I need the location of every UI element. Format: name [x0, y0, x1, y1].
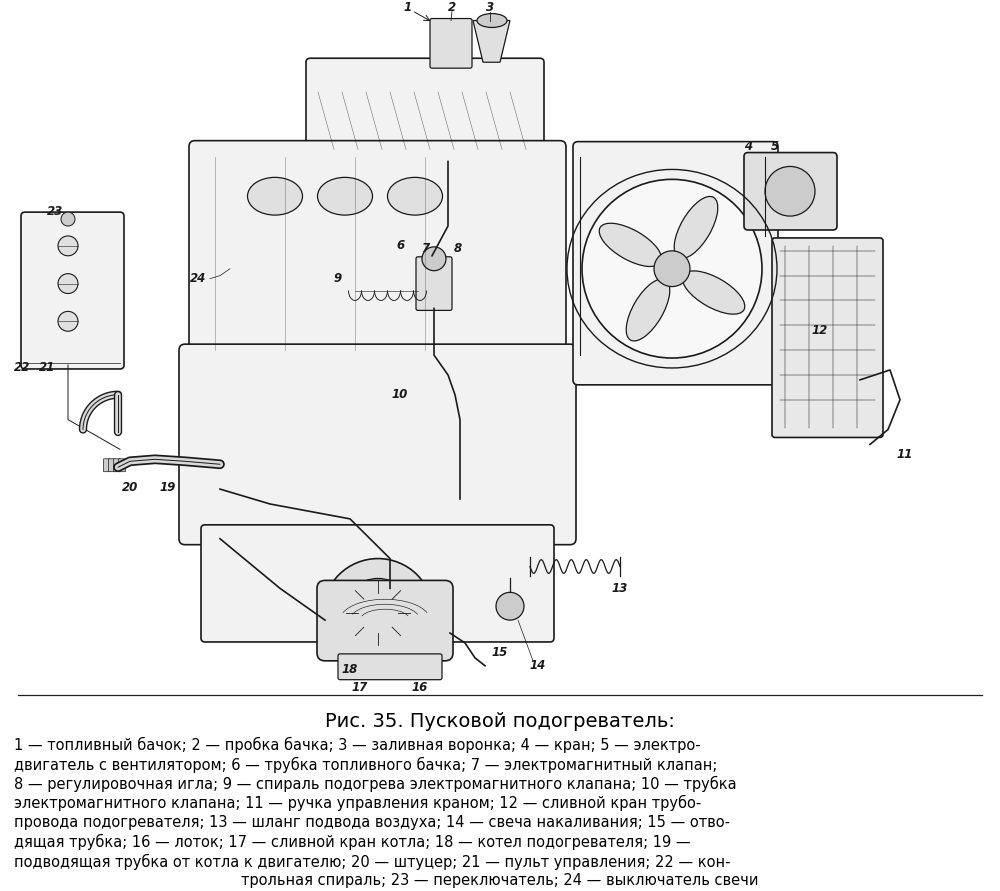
FancyBboxPatch shape [744, 152, 837, 230]
Text: 15: 15 [492, 646, 508, 659]
FancyBboxPatch shape [317, 580, 453, 661]
FancyBboxPatch shape [416, 257, 452, 310]
Text: двигатель с вентилятором; 6 — трубка топливного бачка; 7 — электромагнитный клап: двигатель с вентилятором; 6 — трубка топ… [14, 756, 717, 772]
Text: электромагнитного клапана; 11 — ручка управления краном; 12 — сливной кран трубо: электромагнитного клапана; 11 — ручка уп… [14, 796, 701, 812]
Text: 24: 24 [190, 272, 206, 285]
Text: 12: 12 [812, 323, 828, 337]
FancyBboxPatch shape [189, 141, 566, 366]
Ellipse shape [626, 279, 670, 341]
Text: 10: 10 [392, 388, 408, 401]
Text: 1: 1 [404, 1, 412, 14]
Ellipse shape [388, 177, 442, 215]
Text: 9: 9 [334, 272, 342, 285]
Ellipse shape [248, 177, 302, 215]
Circle shape [343, 578, 413, 648]
FancyBboxPatch shape [114, 459, 120, 471]
Text: 1 — топливный бачок; 2 — пробка бачка; 3 — заливная воронка; 4 — кран; 5 — элект: 1 — топливный бачок; 2 — пробка бачка; 3… [14, 737, 701, 754]
Text: 3: 3 [486, 1, 494, 14]
FancyBboxPatch shape [772, 238, 883, 437]
Text: 22: 22 [14, 362, 30, 374]
Circle shape [61, 212, 75, 226]
Ellipse shape [599, 224, 662, 266]
Ellipse shape [682, 271, 745, 315]
Text: Рис. 35. Пусковой подогреватель:: Рис. 35. Пусковой подогреватель: [325, 713, 675, 732]
Text: дящая трубка; 16 — лоток; 17 — сливной кран котла; 18 — котел подогревателя; 19 : дящая трубка; 16 — лоток; 17 — сливной к… [14, 834, 691, 850]
Text: 11: 11 [897, 448, 913, 461]
Ellipse shape [477, 13, 507, 28]
Text: 18: 18 [342, 663, 358, 676]
Text: 21: 21 [39, 362, 55, 374]
Text: 8: 8 [454, 242, 462, 256]
Circle shape [58, 274, 78, 293]
Text: 16: 16 [412, 681, 428, 694]
Text: 17: 17 [352, 681, 368, 694]
Ellipse shape [674, 196, 718, 258]
Text: 2: 2 [448, 1, 456, 14]
Text: провода подогревателя; 13 — шланг подвода воздуха; 14 — свеча накаливания; 15 — : провода подогревателя; 13 — шланг подвод… [14, 814, 730, 830]
Circle shape [422, 247, 446, 271]
FancyBboxPatch shape [21, 212, 124, 369]
Polygon shape [473, 20, 510, 62]
Ellipse shape [318, 177, 372, 215]
Text: подводящая трубка от котла к двигателю; 20 — штуцер; 21 — пульт управления; 22 —: подводящая трубка от котла к двигателю; … [14, 854, 730, 870]
Circle shape [654, 251, 690, 287]
FancyBboxPatch shape [306, 58, 544, 166]
FancyBboxPatch shape [119, 459, 126, 471]
Circle shape [363, 598, 393, 628]
Circle shape [582, 179, 762, 358]
FancyBboxPatch shape [104, 459, 110, 471]
Text: 8 — регулировочная игла; 9 — спираль подогрева электромагнитного клапана; 10 — т: 8 — регулировочная игла; 9 — спираль под… [14, 776, 737, 792]
Circle shape [323, 559, 433, 667]
Text: 5: 5 [771, 140, 779, 153]
FancyBboxPatch shape [201, 525, 554, 642]
Text: 19: 19 [160, 480, 176, 494]
FancyBboxPatch shape [108, 459, 116, 471]
Text: 14: 14 [530, 659, 546, 673]
Circle shape [58, 311, 78, 331]
Text: 4: 4 [744, 140, 752, 153]
FancyBboxPatch shape [338, 654, 442, 680]
Text: 13: 13 [612, 582, 628, 595]
Text: 6: 6 [396, 240, 404, 252]
FancyBboxPatch shape [179, 344, 576, 544]
Circle shape [496, 593, 524, 620]
Text: трольная спираль; 23 — переключатель; 24 — выключатель свечи: трольная спираль; 23 — переключатель; 24… [241, 873, 759, 887]
Text: 7: 7 [421, 242, 429, 256]
FancyBboxPatch shape [430, 19, 472, 69]
Text: 23: 23 [47, 205, 63, 217]
FancyBboxPatch shape [573, 142, 778, 385]
Text: 20: 20 [122, 480, 138, 494]
Circle shape [58, 236, 78, 256]
Circle shape [765, 167, 815, 217]
